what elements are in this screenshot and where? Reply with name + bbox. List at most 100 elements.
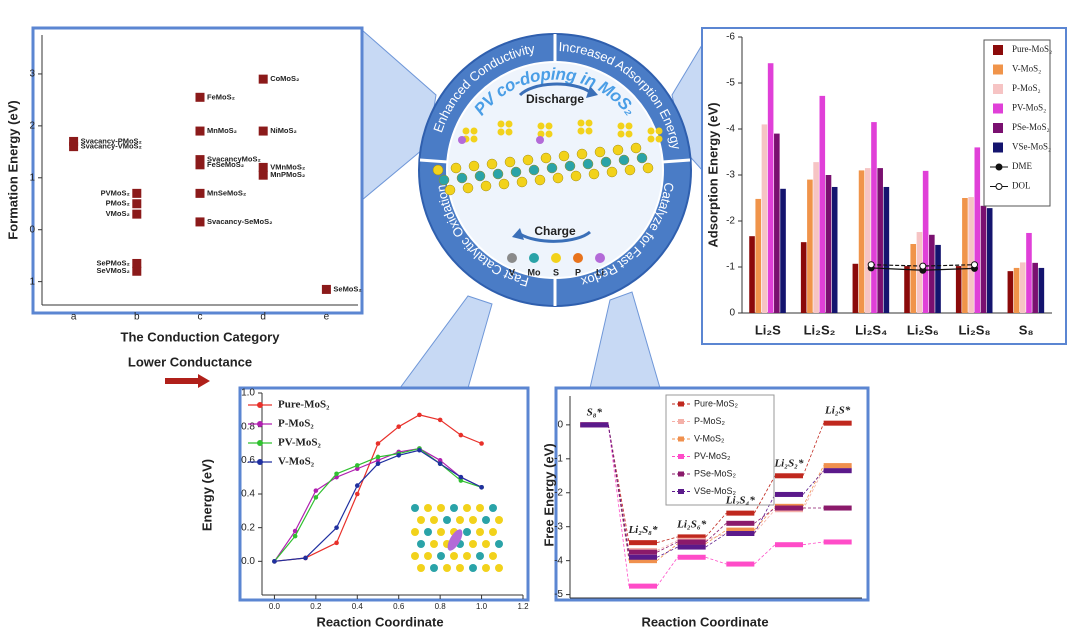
- atom-swatch: [595, 253, 605, 263]
- y-tick-label: 0.8: [241, 421, 255, 432]
- atom-art: [537, 122, 545, 130]
- inset-atom: [456, 516, 464, 524]
- atom-art: [588, 168, 600, 180]
- atom-art: [655, 127, 663, 135]
- bar: [929, 234, 935, 313]
- step: [726, 561, 755, 567]
- legend-label: VSe-MoS₂: [1012, 142, 1051, 152]
- line: [274, 449, 482, 562]
- step: [823, 539, 852, 545]
- inset-atom: [447, 529, 463, 551]
- atom-swatch: [507, 253, 517, 263]
- atom-art: [432, 164, 444, 176]
- atom-art: [492, 168, 504, 180]
- x-tick-label: 0.2: [310, 602, 322, 611]
- atom-swatch: [529, 253, 539, 263]
- step: [726, 510, 755, 516]
- point: [195, 217, 205, 227]
- bar: [1019, 262, 1026, 313]
- step: [677, 554, 706, 560]
- point-label: SeVMoS₂: [96, 266, 129, 275]
- charge-arrow: [519, 230, 591, 243]
- step: [726, 527, 755, 533]
- legend-label: DOL: [1012, 181, 1031, 191]
- panel-frame: [31, 26, 364, 315]
- marker: [354, 491, 360, 497]
- x-tick-label: 1.0: [476, 602, 488, 611]
- connector: [705, 529, 727, 545]
- bar: [864, 168, 871, 313]
- inset-atom: [437, 528, 445, 536]
- step: [629, 554, 657, 560]
- marker: [354, 483, 360, 488]
- y-tick-label: 0: [729, 308, 735, 319]
- point: [258, 74, 268, 84]
- inset-atom: [437, 504, 445, 512]
- marker: [458, 474, 464, 480]
- x-tick-label: 0.6: [393, 602, 405, 611]
- marker: [292, 528, 298, 534]
- legend-swatch: [678, 454, 684, 459]
- point: [132, 188, 142, 198]
- inset-atom: [417, 540, 425, 548]
- x-tick-label: 1.2: [517, 602, 529, 611]
- marker: [919, 262, 927, 270]
- inset-atom: [411, 552, 419, 560]
- point-label: SePMoS₂: [96, 258, 129, 267]
- legend-label: Pure-MoS₂: [278, 399, 330, 411]
- point: [258, 126, 268, 136]
- step: [823, 505, 852, 511]
- step: [629, 558, 657, 564]
- inset-atom: [417, 564, 425, 572]
- x-tick-label: e: [324, 312, 330, 323]
- marker: [479, 441, 484, 446]
- atom-art: [470, 135, 478, 143]
- bar: [858, 170, 865, 313]
- step: [677, 539, 706, 545]
- step: [629, 583, 657, 589]
- bar: [774, 133, 780, 313]
- atom-art: [546, 162, 558, 174]
- step: [629, 549, 657, 555]
- y-tick-label: -2: [726, 216, 735, 227]
- marker: [354, 466, 360, 472]
- inset-atom: [489, 504, 497, 512]
- note-arrow: [165, 374, 210, 388]
- connector: [802, 423, 825, 476]
- atom-art: [625, 122, 633, 130]
- atom-art: [617, 122, 625, 130]
- inset-atom: [411, 528, 419, 536]
- bar: [910, 244, 917, 313]
- x-tick-label: Li₂S₈: [958, 322, 990, 337]
- bar: [922, 170, 929, 313]
- bar: [986, 208, 993, 313]
- marker: [437, 417, 443, 423]
- category-label: Li₂S₂*: [773, 457, 804, 469]
- point: [132, 266, 142, 276]
- x-tick-label: 0.0: [269, 602, 281, 611]
- marker: [375, 461, 381, 467]
- point: [195, 92, 205, 102]
- center-diagram: Enhanced Conductivity Increased Adsorpti…: [418, 33, 692, 307]
- legend-label: PV-MoS₂: [694, 451, 731, 461]
- bar: [1007, 271, 1014, 313]
- bar: [800, 242, 807, 313]
- step: [823, 420, 852, 426]
- x-axis-title: Reaction Coordinate: [316, 614, 443, 629]
- connector: [656, 546, 678, 558]
- legend-marker: [257, 421, 263, 427]
- point: [195, 160, 205, 170]
- legend-label: Pure-MoS₂: [694, 398, 739, 408]
- inset-atom: [463, 504, 471, 512]
- x-tick-label: a: [71, 312, 77, 323]
- point-label: NiMoS₂: [270, 126, 297, 135]
- connector: [705, 556, 727, 565]
- atom-art: [585, 127, 593, 135]
- atom-art: [636, 152, 648, 164]
- point: [195, 126, 205, 136]
- atom-art: [536, 136, 544, 144]
- y-tick-label: 1: [29, 172, 35, 183]
- marker: [417, 412, 422, 418]
- category-label: Li₂S₆*: [676, 518, 707, 530]
- y-tick-label: -3: [554, 521, 563, 532]
